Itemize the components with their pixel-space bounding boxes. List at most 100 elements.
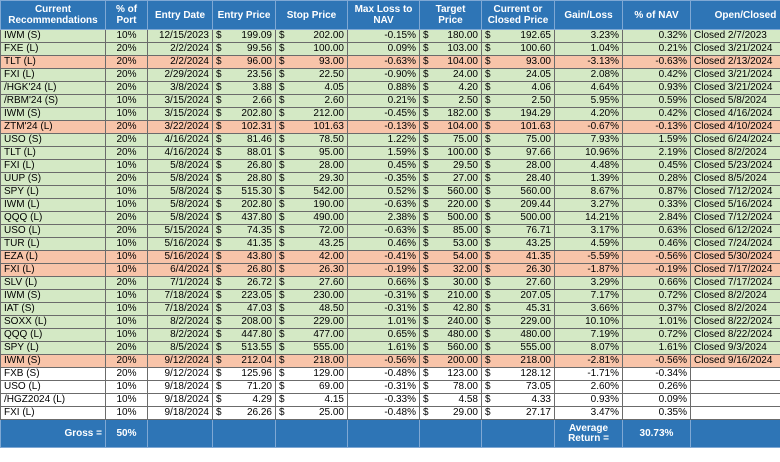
currency-symbol: $ <box>485 199 491 211</box>
pct-port-cell: 10% <box>105 185 148 199</box>
currency-symbol: $ <box>216 251 222 263</box>
pct-nav-cell: 0.35% <box>622 406 691 420</box>
max-loss-cell: -0.19% <box>347 263 420 277</box>
table-row: FXI (L) 10% 6/4/2024 $26.80 $26.30 -0.19% $32.… <box>0 263 780 277</box>
open-closed-cell: Closed 7/17/2024 <box>690 276 780 290</box>
currency-symbol: $ <box>216 225 222 237</box>
target-price-cell: $54.00 <box>419 250 482 264</box>
currency-symbol: $ <box>279 199 285 211</box>
current-price-cell: $28.40 <box>481 172 555 186</box>
current-price-cell: $2.50 <box>481 94 555 108</box>
max-loss-cell: 0.45% <box>347 159 420 173</box>
table-row: FXI (L) 10% 9/18/2024 $26.26 $25.00 -0.48% $29… <box>0 406 780 420</box>
target-price-cell: $123.00 <box>419 367 482 381</box>
price-value: 26.80 <box>246 160 272 172</box>
pct-port-cell: 20% <box>105 146 148 160</box>
gain-loss-cell: 4.64% <box>554 81 623 95</box>
gain-loss-cell: -5.59% <box>554 250 623 264</box>
price-value: 74.35 <box>246 225 272 237</box>
stop-price-cell: $229.00 <box>275 315 348 329</box>
gain-loss-cell: 4.20% <box>554 107 623 121</box>
recommendation-cell: IWM (S) <box>0 354 106 368</box>
col-header-pct-port: % of Port <box>105 0 148 30</box>
pct-nav-cell: 0.42% <box>622 107 691 121</box>
pct-port-cell: 10% <box>105 107 148 121</box>
entry-price-cell: $447.80 <box>212 328 276 342</box>
currency-symbol: $ <box>485 173 491 185</box>
price-value: 26.72 <box>246 277 272 289</box>
stop-price-cell: $93.00 <box>275 55 348 69</box>
price-value: 560.00 <box>447 186 478 198</box>
pct-port-cell: 10% <box>105 29 148 43</box>
gain-loss-cell: -1.87% <box>554 263 623 277</box>
stop-price-cell: $95.00 <box>275 146 348 160</box>
table-row: IWM (S) 10% 3/15/2024 $202.80 $212.00 -0.45% $… <box>0 107 780 121</box>
currency-symbol: $ <box>216 69 222 81</box>
price-value: 78.50 <box>318 134 344 146</box>
header-row: Current Recommendations % of Port Entry … <box>0 0 780 30</box>
entry-price-cell: $212.04 <box>212 354 276 368</box>
pct-port-cell: 20% <box>105 81 148 95</box>
currency-symbol: $ <box>423 238 429 250</box>
recommendation-cell: FXB (S) <box>0 367 106 381</box>
current-price-cell: $101.63 <box>481 120 555 134</box>
price-value: 69.00 <box>318 381 344 393</box>
col-header-recommendations: Current Recommendations <box>0 0 106 30</box>
entry-price-cell: $99.56 <box>212 42 276 56</box>
pct-port-cell: 10% <box>105 94 148 108</box>
pct-nav-cell: 0.87% <box>622 185 691 199</box>
gain-loss-cell: 8.67% <box>554 185 623 199</box>
price-value: 4.15 <box>324 394 344 406</box>
recommendation-cell: EZA (L) <box>0 250 106 264</box>
target-price-cell: $220.00 <box>419 198 482 212</box>
pct-nav-cell: 2.84% <box>622 211 691 225</box>
currency-symbol: $ <box>423 82 429 94</box>
price-value: 101.63 <box>313 121 344 133</box>
open-closed-cell: Closed 9/3/2024 <box>690 341 780 355</box>
pct-nav-cell: 0.63% <box>622 224 691 238</box>
currency-symbol: $ <box>279 95 285 107</box>
table-row: IWM (L) 10% 5/8/2024 $202.80 $190.00 -0.63% $2… <box>0 198 780 212</box>
open-closed-cell: Closed 3/21/2024 <box>690 68 780 82</box>
gain-loss-cell: 5.95% <box>554 94 623 108</box>
table-row: FXB (S) 20% 9/12/2024 $125.96 $129.00 -0.48% $… <box>0 367 780 381</box>
entry-date-cell: 9/12/2024 <box>147 367 213 381</box>
pct-nav-cell: -0.13% <box>622 120 691 134</box>
currency-symbol: $ <box>423 43 429 55</box>
price-value: 100.60 <box>520 43 551 55</box>
recommendation-cell: SPY (L) <box>0 341 106 355</box>
open-closed-cell: Closed 9/16/2024 <box>690 354 780 368</box>
currency-symbol: $ <box>279 407 285 419</box>
price-value: 202.00 <box>313 30 344 42</box>
table-row: QQQ (L) 10% 8/2/2024 $447.80 $477.00 0.65% $48… <box>0 328 780 342</box>
currency-symbol: $ <box>423 56 429 68</box>
entry-date-cell: 8/2/2024 <box>147 328 213 342</box>
col-header-max-loss: Max Loss to NAV <box>347 0 420 30</box>
recommendation-cell: USO (S) <box>0 133 106 147</box>
max-loss-cell: -0.63% <box>347 55 420 69</box>
currency-symbol: $ <box>423 160 429 172</box>
currency-symbol: $ <box>216 381 222 393</box>
entry-date-cell: 7/18/2024 <box>147 289 213 303</box>
pct-port-cell: 10% <box>105 159 148 173</box>
price-value: 212.00 <box>313 108 344 120</box>
target-price-cell: $29.50 <box>419 159 482 173</box>
pct-nav-cell: 0.09% <box>622 393 691 407</box>
target-price-cell: $240.00 <box>419 315 482 329</box>
pct-port-cell: 20% <box>105 276 148 290</box>
max-loss-cell: 0.52% <box>347 185 420 199</box>
recommendation-cell: IWM (S) <box>0 289 106 303</box>
entry-date-cell: 5/8/2024 <box>147 185 213 199</box>
entry-date-cell: 5/8/2024 <box>147 211 213 225</box>
footer-spacer <box>275 419 348 448</box>
currency-symbol: $ <box>216 147 222 159</box>
entry-date-cell: 4/16/2024 <box>147 133 213 147</box>
price-value: 200.00 <box>447 355 478 367</box>
target-price-cell: $104.00 <box>419 120 482 134</box>
current-price-cell: $480.00 <box>481 328 555 342</box>
table-row: IWM (S) 10% 7/18/2024 $223.05 $230.00 -0.31% $… <box>0 289 780 303</box>
entry-date-cell: 2/2/2024 <box>147 42 213 56</box>
table-row: TLT (L) 20% 2/2/2024 $96.00 $93.00 -0.63% $104… <box>0 55 780 69</box>
pct-port-cell: 20% <box>105 211 148 225</box>
entry-price-cell: $41.35 <box>212 237 276 251</box>
